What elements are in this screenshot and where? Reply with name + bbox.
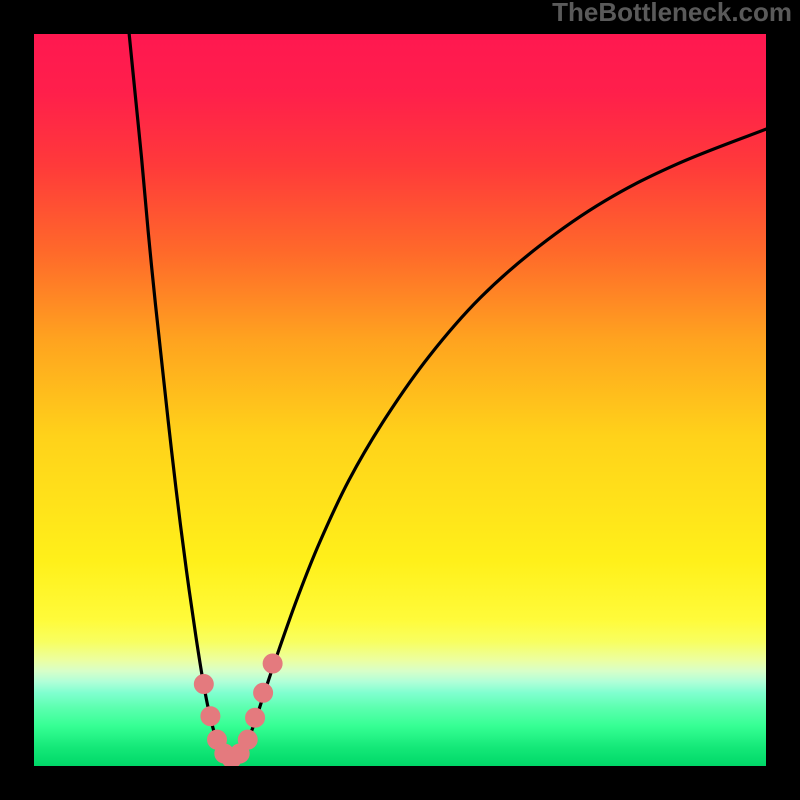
curve-left-branch — [129, 34, 231, 759]
marker-point — [254, 683, 273, 702]
marker-point — [194, 675, 213, 694]
plot-area — [34, 34, 766, 766]
bottleneck-curve-chart — [34, 34, 766, 766]
outer-frame: TheBottleneck.com — [0, 0, 800, 800]
watermark-text: TheBottleneck.com — [552, 0, 792, 27]
watermark: TheBottleneck.com — [0, 0, 800, 40]
marker-point — [201, 707, 220, 726]
marker-point — [238, 730, 257, 749]
curve-right-branch — [232, 129, 766, 759]
marker-point — [246, 708, 265, 727]
marker-point — [263, 654, 282, 673]
